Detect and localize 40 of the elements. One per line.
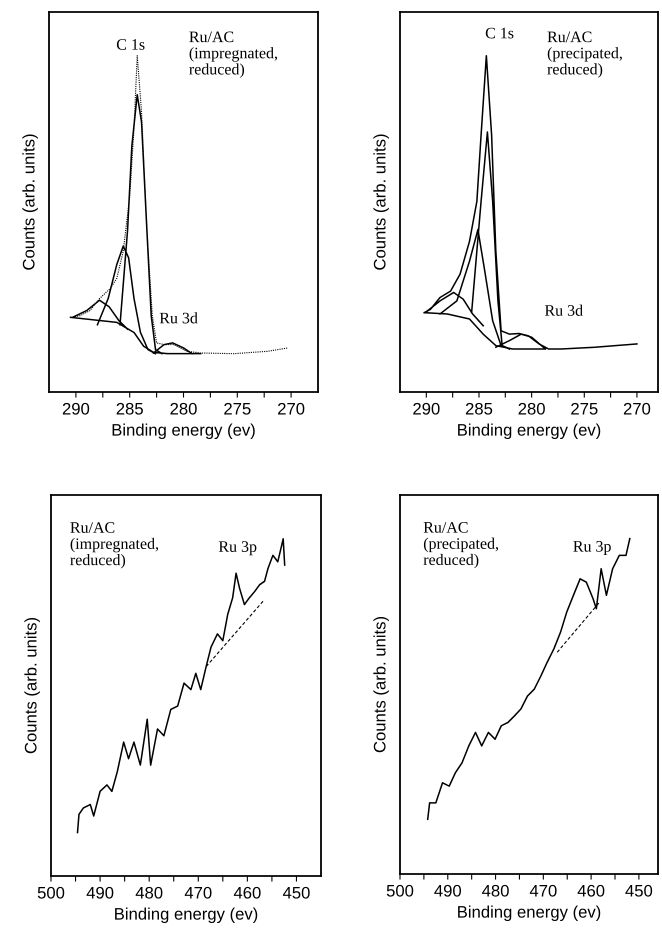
- x-tick-label: 470: [184, 886, 212, 899]
- x-tick-label: 500: [386, 884, 414, 897]
- x-tick-label: 285: [466, 402, 492, 415]
- y-axis-title: Counts (arb. units): [373, 134, 389, 270]
- annotation: Ru/AC (precipated, reduced): [547, 32, 622, 78]
- x-tick-label: 280: [518, 402, 545, 415]
- x-axis-title: Binding energy (ev): [458, 424, 600, 440]
- x-tick-label: 270: [624, 402, 650, 415]
- x-tick-label: 490: [434, 884, 462, 897]
- x-axis-title: Binding energy (ev): [112, 424, 255, 440]
- x-tick-label: 450: [625, 884, 652, 897]
- text: C 1s: [486, 28, 514, 38]
- x-tick-label: 460: [234, 886, 261, 899]
- x-axis-title: Binding energy (ev): [115, 908, 258, 924]
- y-axis-title: Counts (arb. units): [22, 134, 38, 270]
- annotation: Ru/AC (impregnated, reduced): [70, 522, 158, 568]
- x-tick-label: 470: [530, 884, 557, 897]
- text: C 1s: [116, 39, 145, 50]
- annotation: Ru/AC (impregnated, reduced): [189, 32, 278, 78]
- annotation: Ru 3p: [218, 541, 256, 556]
- annotation: Ru 3p: [573, 540, 611, 555]
- x-tick-label: 450: [282, 886, 310, 899]
- x-axis-title: Binding energy (ev): [458, 906, 600, 922]
- x-tick-label: 290: [62, 402, 90, 415]
- annotation: Ru 3d: [160, 312, 198, 324]
- x-tick-label: 270: [278, 402, 304, 415]
- x-tick-label: 275: [571, 402, 598, 415]
- x-tick-label: 480: [482, 884, 509, 897]
- x-tick-label: 460: [578, 884, 604, 897]
- y-axis-title: Counts (arb. units): [373, 616, 389, 752]
- x-tick-label: 275: [224, 402, 251, 415]
- y-axis-title: Counts (arb. units): [24, 618, 40, 754]
- annotation: Ru 3d: [544, 304, 583, 316]
- x-tick-label: 285: [116, 402, 143, 415]
- x-tick-label: 290: [413, 402, 440, 415]
- x-tick-label: 280: [170, 402, 197, 415]
- x-tick-label: 480: [136, 886, 162, 899]
- x-tick-label: 490: [86, 886, 114, 899]
- x-tick-label: 500: [38, 886, 64, 899]
- annotation: Ru/AC (precipated, reduced): [424, 522, 498, 568]
